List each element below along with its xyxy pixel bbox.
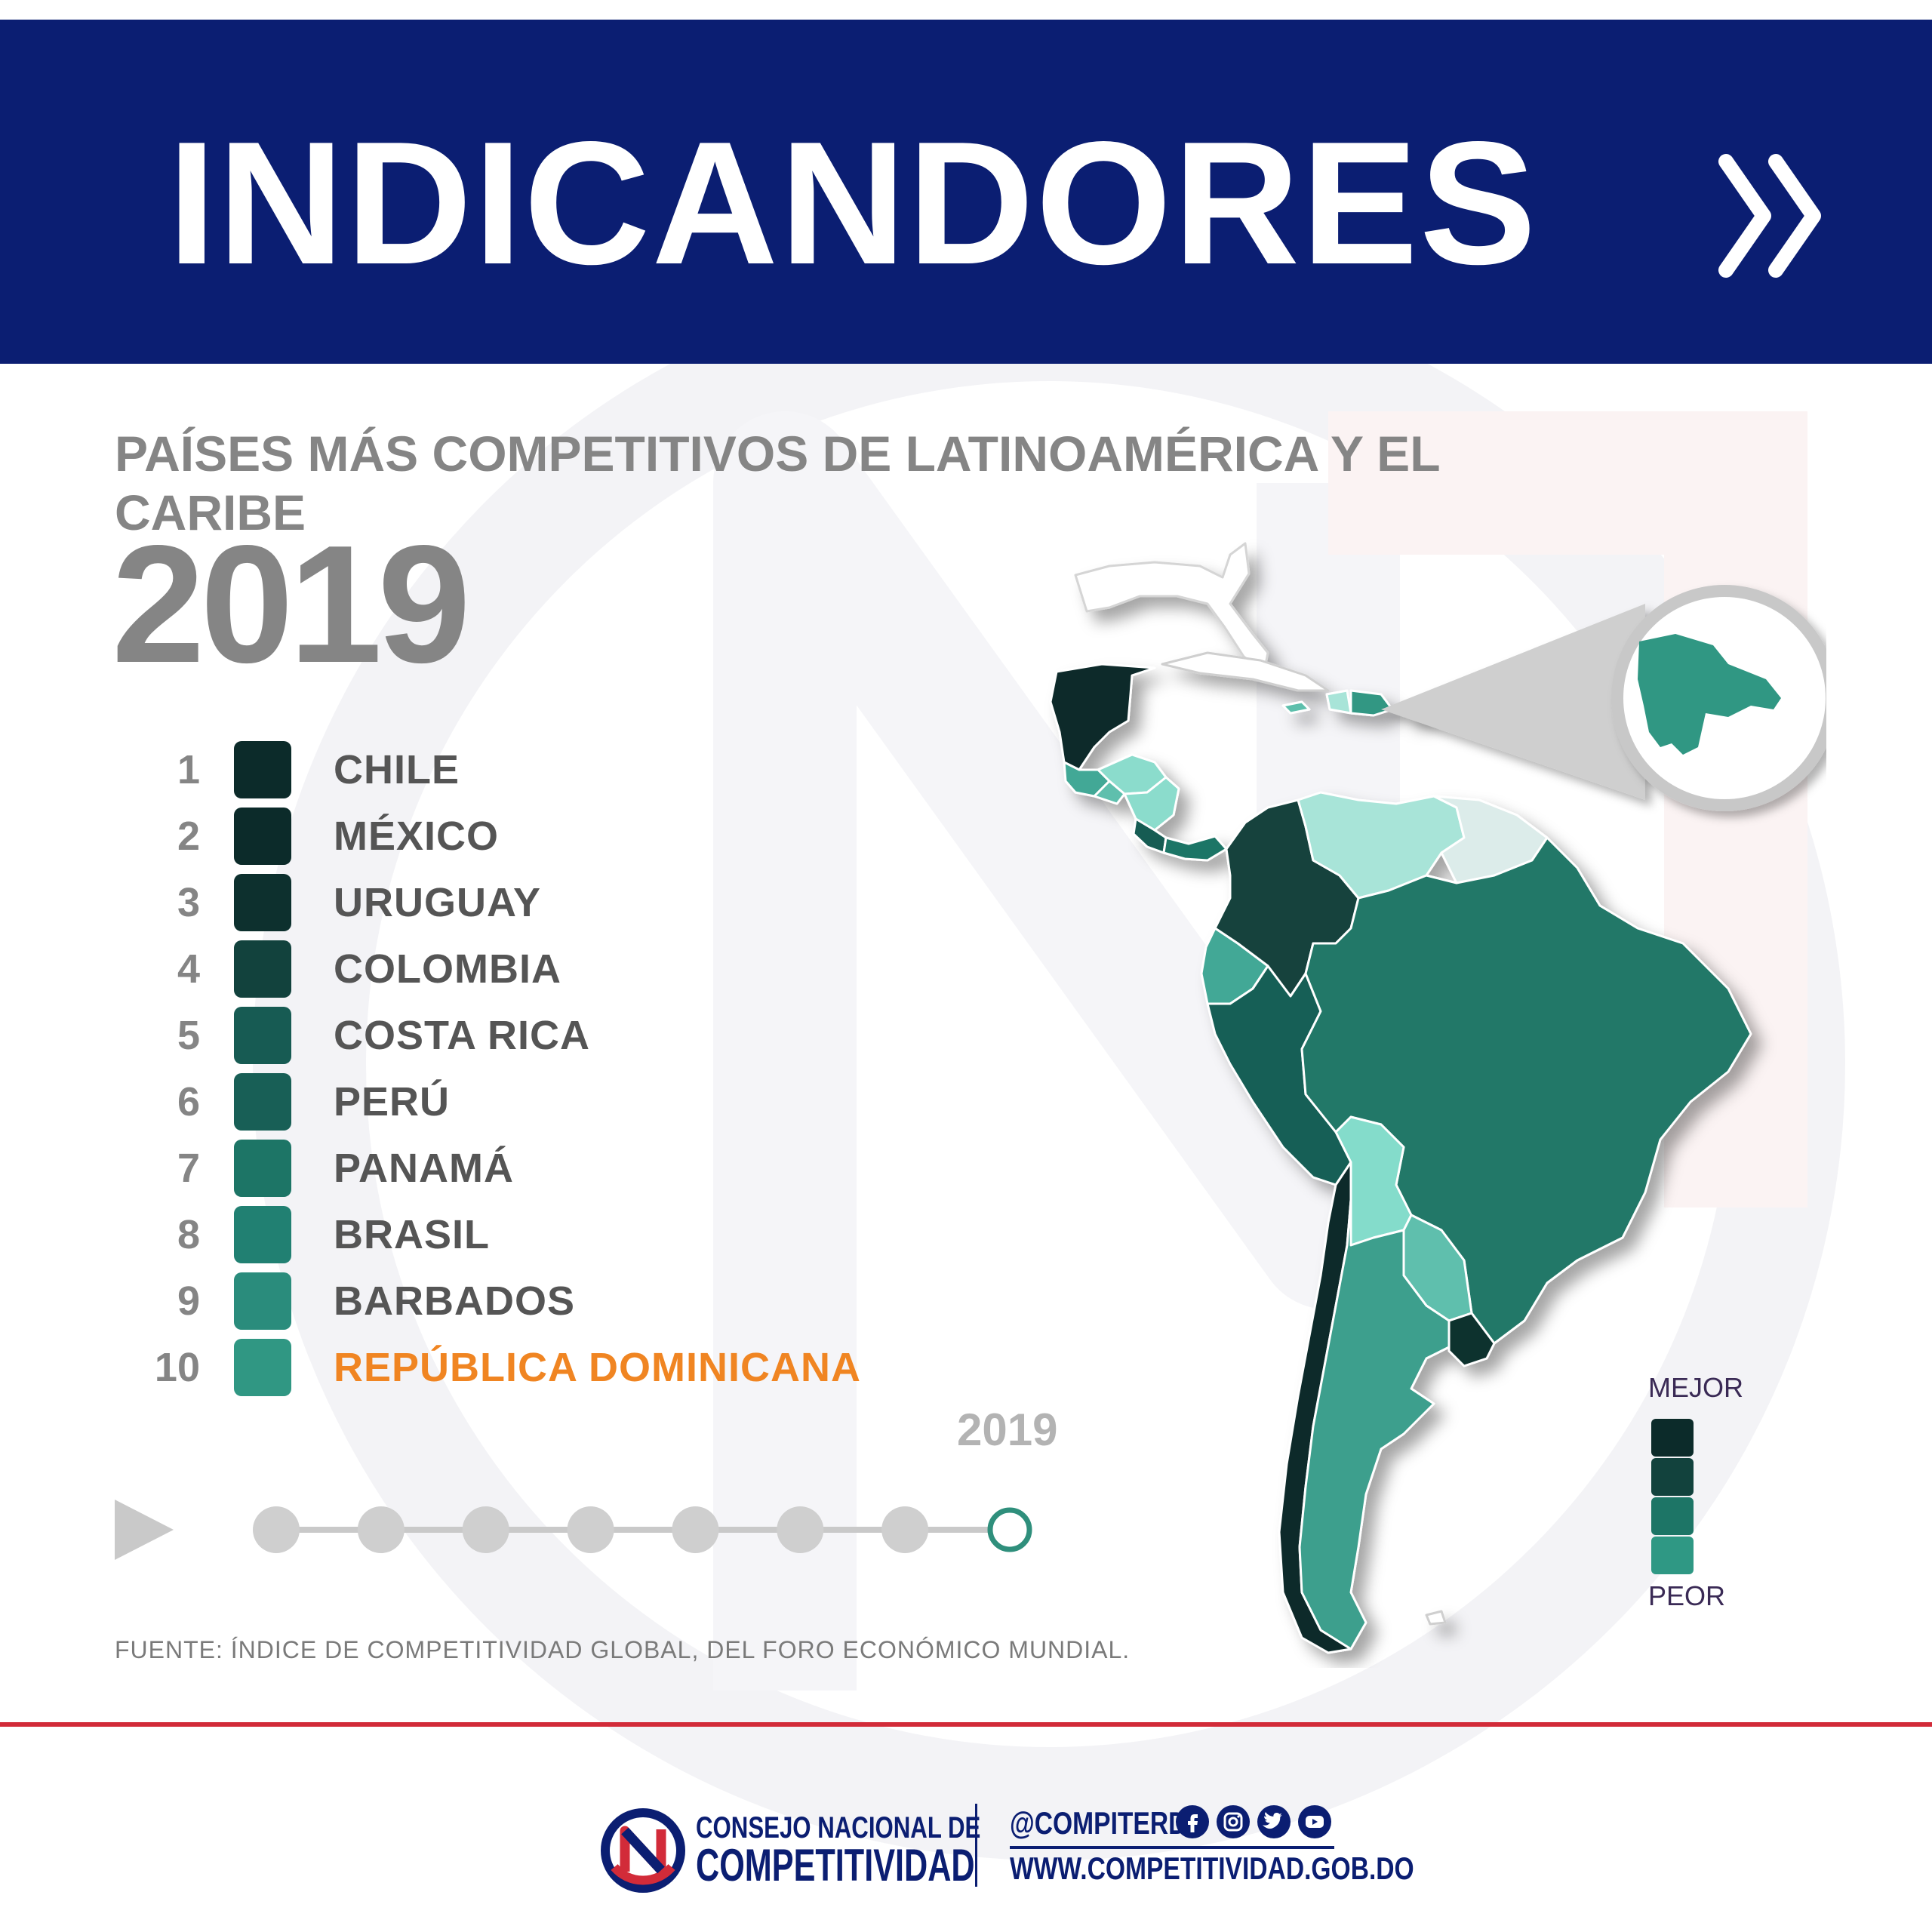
rank-country-label: COLOMBIA (334, 946, 561, 992)
cnc-logo-icon (601, 1808, 685, 1893)
rank-number: 1 (177, 747, 200, 792)
rank-color-swatch (234, 741, 291, 798)
org-name-line2: COMPETITIVIDAD (696, 1840, 975, 1890)
map-haiti (1325, 689, 1352, 715)
rank-number: 6 (177, 1079, 200, 1124)
org-name-line1: CONSEJO NACIONAL DE (696, 1811, 981, 1844)
ranking-row: 3 URUGUAY (113, 872, 1019, 933)
rank-number: 2 (177, 814, 200, 859)
website-link[interactable]: WWW.COMPETITIVIDAD.GOB.DO (1010, 1850, 1414, 1886)
map-cuba (1161, 651, 1330, 692)
rank-number: 5 (177, 1013, 200, 1058)
rank-number: 7 (177, 1146, 200, 1191)
facebook-icon[interactable] (1176, 1805, 1209, 1838)
double-chevron-right-icon[interactable] (1717, 148, 1830, 284)
timeline-step[interactable] (881, 1506, 929, 1553)
footer-divider-line (0, 1722, 1932, 1727)
scale-swatch (1651, 1497, 1694, 1535)
map-uruguay (1447, 1312, 1496, 1367)
rank-country-label: BRASIL (334, 1212, 490, 1257)
instagram-icon[interactable] (1217, 1805, 1250, 1838)
rank-color-swatch (234, 940, 291, 998)
rank-country-label: COSTA RICA (334, 1013, 590, 1058)
social-icons (1176, 1805, 1334, 1843)
play-icon[interactable] (115, 1500, 174, 1560)
timeline-current-year: 2019 (957, 1404, 1058, 1455)
map-argentina (1298, 1198, 1473, 1651)
rank-color-swatch (234, 1339, 291, 1396)
rank-color-swatch (234, 1140, 291, 1197)
rank-color-swatch (234, 1272, 291, 1330)
rank-color-swatch (234, 1073, 291, 1131)
map-panama (1162, 835, 1228, 862)
ranking-row: 5 COSTA RICA (113, 1005, 1019, 1066)
ranking-row: 9 BARBADOS (113, 1271, 1019, 1331)
scale-best-label: MEJOR (1648, 1372, 1743, 1403)
rank-number: 4 (177, 946, 200, 992)
header-title: INDICANDORES (168, 106, 1538, 301)
rank-country-label: PERÚ (334, 1079, 451, 1124)
scale-swatch (1651, 1419, 1694, 1457)
social-handle[interactable]: @COMPITERD (1010, 1805, 1187, 1841)
ranking-row: 8 BRASIL (113, 1204, 1019, 1265)
rank-color-swatch (234, 808, 291, 865)
scale-worst-label: PEOR (1648, 1580, 1726, 1611)
timeline-step[interactable] (357, 1506, 405, 1553)
map-falklands (1425, 1610, 1447, 1626)
timeline-step-active[interactable] (987, 1507, 1032, 1552)
rank-country-label: CHILE (334, 747, 460, 792)
rank-number: 9 (177, 1278, 200, 1324)
timeline-step[interactable] (253, 1506, 300, 1553)
ranking-row: 2 MÉXICO (113, 806, 1019, 866)
dominican-republic-zoom-callout (1381, 585, 1826, 811)
map-usa (1074, 542, 1269, 673)
rank-number: 10 (154, 1345, 200, 1390)
website-underline (1010, 1846, 1334, 1849)
source-note: FUENTE: ÍNDICE DE COMPETITIVIDAD GLOBAL,… (115, 1636, 1131, 1663)
chart-title: PAÍSES MÁS COMPETITIVOS DE LATINOAMÉRICA… (115, 426, 1440, 540)
rank-color-swatch (234, 874, 291, 931)
timeline-step[interactable] (777, 1506, 824, 1553)
zoom-dominican-republic-shape (1638, 634, 1781, 755)
latin-america-map (1049, 542, 1752, 1654)
rank-country-label: BARBADOS (334, 1278, 576, 1324)
ranking-row: 1 CHILE (113, 740, 1019, 800)
rank-color-swatch (234, 1007, 291, 1064)
rank-number: 3 (177, 880, 200, 925)
rank-country-label: URUGUAY (334, 880, 542, 925)
map-mexico (1049, 663, 1156, 771)
rank-country-label: PANAMÁ (334, 1146, 514, 1191)
scale-legend: MEJOR PEOR (1648, 1372, 1743, 1621)
timeline-step[interactable] (462, 1506, 509, 1553)
ranking-row: 4 COLOMBIA (113, 939, 1019, 999)
timeline-step[interactable] (567, 1506, 614, 1553)
footer-vertical-divider (975, 1804, 977, 1887)
footer: CONSEJO NACIONAL DE COMPETITIVIDAD @COMP… (0, 1736, 1932, 1932)
scale-swatch (1651, 1537, 1694, 1574)
scale-swatch (1651, 1458, 1694, 1496)
rank-country-label: MÉXICO (334, 814, 500, 859)
rank-number: 8 (177, 1212, 200, 1257)
rank-country-label: REPÚBLICA DOMINICANA (334, 1345, 861, 1390)
twitter-icon[interactable] (1257, 1805, 1291, 1838)
ranking-row: 7 PANAMÁ (113, 1138, 1019, 1198)
chart-year: 2019 (112, 511, 471, 698)
rank-color-swatch (234, 1206, 291, 1263)
timeline-step[interactable] (672, 1506, 719, 1553)
map-el-salvador (1093, 780, 1126, 805)
ranking-row: 6 PERÚ (113, 1072, 1019, 1132)
header-banner: INDICANDORES (0, 20, 1932, 364)
ranking-row: 10 REPÚBLICA DOMINICANA (113, 1337, 1019, 1398)
youtube-icon[interactable] (1298, 1805, 1331, 1838)
map-jamaica (1281, 700, 1311, 715)
year-timeline (115, 1500, 1032, 1560)
